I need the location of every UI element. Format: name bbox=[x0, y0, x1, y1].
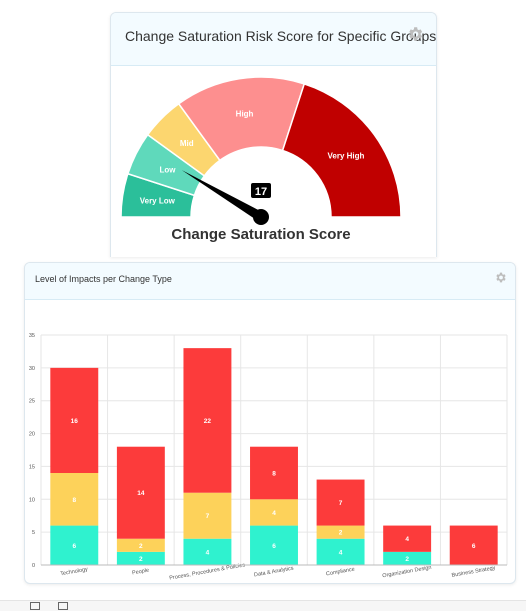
bar-data-label: 8 bbox=[72, 497, 76, 504]
y-tick-label: 5 bbox=[32, 530, 35, 536]
y-tick-label: 35 bbox=[29, 333, 35, 339]
gauge-segment-label: Low bbox=[159, 165, 176, 174]
gauge-segment bbox=[281, 82, 402, 218]
bar-segment bbox=[183, 348, 232, 493]
bar-segment bbox=[383, 525, 432, 552]
bar-segment bbox=[250, 446, 298, 500]
gauge-value-box bbox=[251, 183, 271, 198]
x-tick-label: Business Strategy bbox=[451, 565, 496, 579]
footer-bar bbox=[0, 600, 526, 611]
bar-card-title: Level of Impacts per Change Type bbox=[35, 274, 172, 284]
x-tick-label: People bbox=[132, 568, 150, 577]
bar-data-label: 7 bbox=[206, 513, 210, 520]
bar-segment bbox=[316, 538, 365, 565]
gauge-chart: Very Low Low Mid High Very High 17 Change Sa… bbox=[120, 76, 402, 243]
gauge-segment-label: Very High bbox=[327, 151, 364, 160]
bar-data-label: 4 bbox=[272, 510, 276, 517]
bar-data-label: 2 bbox=[405, 556, 409, 563]
bar-card-header: Level of Impacts per Change Type bbox=[25, 263, 515, 300]
x-tick-label: Technology bbox=[60, 567, 89, 578]
gear-icon[interactable] bbox=[406, 25, 424, 43]
y-tick-label: 25 bbox=[29, 399, 35, 405]
bar-segment bbox=[183, 538, 232, 565]
gauge-card-header: Change Saturation Risk Score for Specifi… bbox=[111, 13, 436, 66]
bar-segment bbox=[250, 525, 298, 565]
y-tick-label: 30 bbox=[29, 366, 35, 372]
bar-segment bbox=[383, 551, 432, 565]
bar-data-label: 6 bbox=[72, 543, 76, 550]
y-tick-label: 10 bbox=[29, 497, 35, 503]
y-tick-label: 15 bbox=[29, 464, 35, 470]
bar-data-label: 22 bbox=[204, 418, 212, 425]
bar-segment bbox=[316, 479, 365, 526]
bar-data-label: 14 bbox=[137, 490, 145, 497]
bar-data-label: 4 bbox=[339, 549, 343, 556]
bar-data-label: 2 bbox=[339, 530, 343, 537]
bar-data-label: 8 bbox=[272, 471, 276, 478]
bar-segment bbox=[250, 499, 298, 526]
x-tick-label: Organization Design bbox=[382, 565, 432, 580]
bar-data-label: 7 bbox=[339, 500, 343, 507]
bar-segment bbox=[50, 525, 99, 565]
gauge-card-title: Change Saturation Risk Score for Specifi… bbox=[125, 28, 437, 44]
bar-data-label: 4 bbox=[405, 536, 409, 543]
bar-data-label: 16 bbox=[71, 418, 79, 425]
gear-icon[interactable] bbox=[494, 271, 507, 284]
gauge-score-label: Change Saturation Score bbox=[171, 226, 350, 243]
bar-segment bbox=[50, 473, 99, 526]
bar-segment bbox=[116, 538, 165, 552]
bar-segment bbox=[116, 446, 165, 539]
gift-icon[interactable] bbox=[58, 602, 68, 610]
gauge-segment-label: Mid bbox=[180, 139, 194, 148]
bar-segment bbox=[316, 525, 365, 539]
bar-data-label: 2 bbox=[139, 543, 143, 550]
bar-card: Level of Impacts per Change Type 6 8 16 2 2 1… bbox=[24, 262, 516, 584]
bar-segment bbox=[183, 492, 232, 539]
bar-segment bbox=[116, 551, 165, 565]
x-tick-label: Data & Analytics bbox=[254, 566, 295, 579]
bar-segment bbox=[50, 367, 99, 473]
calendar-icon[interactable] bbox=[30, 602, 40, 610]
bar-data-label: 6 bbox=[472, 543, 476, 550]
gauge-value-text: 17 bbox=[255, 186, 267, 198]
bar-data-label: 2 bbox=[139, 556, 143, 563]
gauge-needle: 17 bbox=[181, 170, 271, 225]
gauge-needle-hub bbox=[253, 209, 269, 225]
bar-data-label: 6 bbox=[272, 543, 276, 550]
y-tick-label: 20 bbox=[29, 432, 35, 438]
y-tick-label: 0 bbox=[32, 563, 35, 569]
bar-data-label: 4 bbox=[206, 549, 210, 556]
gauge-segment-label: Very Low bbox=[140, 197, 176, 206]
bar-segment bbox=[449, 525, 498, 565]
x-tick-label: Compliance bbox=[326, 567, 356, 578]
gauge-segment-label: High bbox=[236, 109, 254, 118]
gauge-card: Change Saturation Risk Score for Specifi… bbox=[110, 12, 437, 257]
gauge-needle-shape bbox=[181, 170, 264, 222]
